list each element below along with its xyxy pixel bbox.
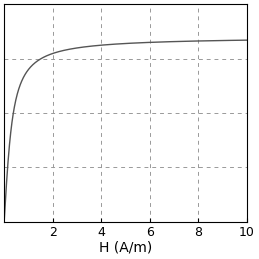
X-axis label: H (A/m): H (A/m) bbox=[99, 241, 152, 255]
